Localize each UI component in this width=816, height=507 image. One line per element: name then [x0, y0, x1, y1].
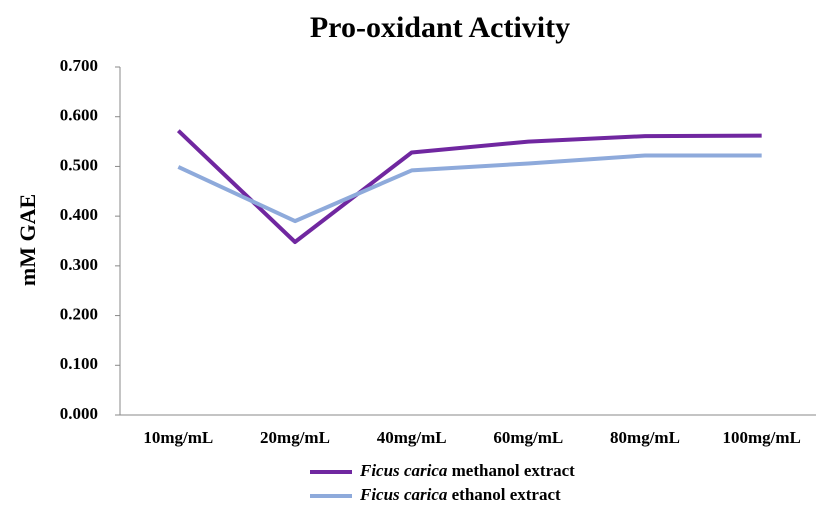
y-tick-label: 0.100 [60, 354, 98, 373]
x-tick-label: 80mg/mL [610, 428, 680, 447]
y-tick-label: 0.400 [60, 205, 98, 224]
x-tick-label: 10mg/mL [143, 428, 213, 447]
line-series [177, 153, 762, 224]
y-tick-label: 0.300 [60, 255, 98, 274]
x-tick-label: 60mg/mL [493, 428, 563, 447]
x-tick-label: 20mg/mL [260, 428, 330, 447]
x-tick-label: 40mg/mL [377, 428, 447, 447]
legend-label: Ficus carica ethanol extract [359, 485, 561, 504]
line-series [176, 129, 762, 244]
x-tick-label: 100mg/mL [722, 428, 800, 447]
y-tick-label: 0.200 [60, 304, 98, 323]
chart-title: Pro-oxidant Activity [310, 11, 570, 44]
y-tick-label: 0.500 [60, 155, 98, 174]
y-tick-label: 0.000 [60, 404, 98, 423]
y-tick-label: 0.600 [60, 106, 98, 125]
legend-label: Ficus carica methanol extract [359, 461, 575, 480]
y-axis-label: mM GAE [15, 194, 40, 286]
y-tick-label: 0.700 [60, 56, 98, 75]
